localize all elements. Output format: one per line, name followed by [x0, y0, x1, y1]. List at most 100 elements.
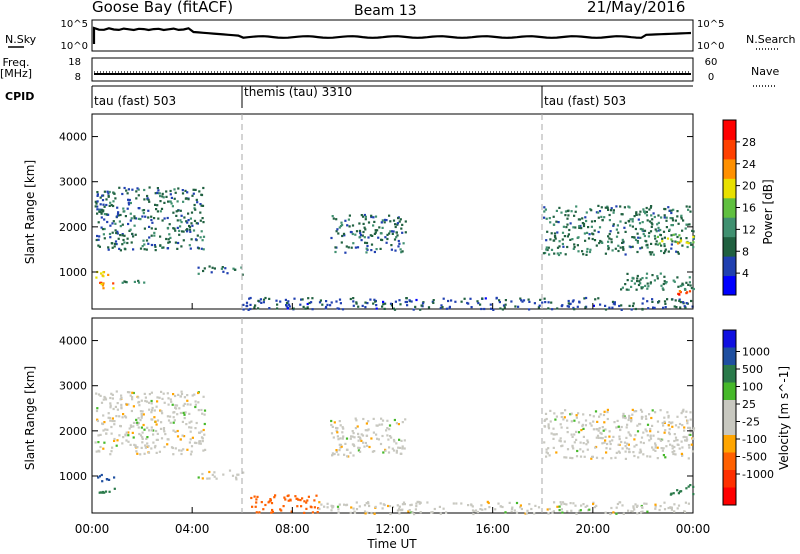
heatmap-cell	[664, 250, 667, 253]
heatmap-cell	[155, 208, 158, 211]
heatmap-cell	[173, 227, 176, 230]
heatmap-cell	[250, 496, 253, 500]
heatmap-cell	[251, 505, 254, 508]
heatmap-cell	[398, 299, 401, 302]
heatmap-cell	[404, 418, 407, 421]
heatmap-cell	[667, 424, 670, 427]
heatmap-cell	[566, 510, 569, 513]
heatmap-cell	[161, 192, 164, 195]
heatmap-cell	[296, 505, 299, 508]
heatmap-cell	[688, 446, 691, 449]
nsky-trace	[92, 26, 692, 44]
heatmap-cell	[618, 438, 621, 441]
heatmap-cell	[206, 477, 209, 480]
heatmap-cell	[687, 502, 690, 505]
heatmap-cell	[117, 211, 120, 214]
heatmap-cell	[146, 442, 149, 445]
heatmap-cell	[662, 282, 665, 286]
heatmap-cell	[99, 196, 102, 199]
heatmap-cell	[145, 437, 148, 440]
heatmap-cell	[156, 210, 159, 213]
heatmap-cell	[247, 308, 250, 311]
heatmap-cell	[135, 197, 138, 200]
heatmap-cell	[128, 229, 131, 232]
heatmap-cell	[146, 426, 149, 429]
heatmap-cell	[102, 271, 105, 274]
heatmap-cell	[154, 245, 157, 248]
heatmap-cell	[259, 298, 262, 301]
heatmap-cell	[176, 219, 179, 222]
heatmap-cell	[690, 287, 693, 290]
heatmap-cell	[100, 208, 103, 212]
heatmap-cell	[561, 242, 564, 246]
heatmap-cell	[672, 452, 675, 456]
heatmap-cell	[249, 307, 252, 311]
heatmap-cell	[628, 416, 631, 420]
freq-tick-bottom: 8	[75, 72, 81, 83]
heatmap-cell	[646, 246, 649, 249]
heatmap-cell	[303, 511, 306, 514]
heatmap-cell	[376, 437, 379, 440]
heatmap-cell	[675, 439, 678, 442]
heatmap-cell	[545, 451, 548, 454]
heatmap-cell	[137, 207, 140, 210]
heatmap-cell	[286, 307, 289, 310]
heatmap-cell	[410, 503, 413, 506]
heatmap-cell	[166, 216, 169, 220]
heatmap-cell	[155, 405, 158, 408]
heatmap-cell	[454, 300, 457, 303]
heatmap-cell	[556, 505, 559, 508]
heatmap-cell	[95, 238, 98, 242]
heatmap-cell	[575, 438, 578, 441]
heatmap-cell	[184, 189, 187, 192]
heatmap-cell	[174, 191, 177, 194]
heatmap-cell	[662, 424, 665, 427]
heatmap-cell	[201, 472, 204, 476]
colorbar-segment	[723, 178, 736, 199]
heatmap-cell	[541, 301, 544, 304]
heatmap-cell	[575, 205, 578, 208]
heatmap-cell	[630, 285, 633, 288]
heatmap-cell	[590, 220, 594, 223]
heatmap-cell	[513, 509, 516, 512]
heatmap-cell	[395, 451, 398, 454]
heatmap-cell	[143, 188, 146, 192]
heatmap-cell	[158, 396, 161, 399]
heatmap-cell	[553, 232, 557, 235]
heatmap-cell	[213, 475, 216, 478]
nsky-label: N.Sky	[5, 33, 37, 46]
heatmap-cell	[553, 412, 556, 415]
heatmap-cell	[620, 440, 623, 444]
heatmap-cell	[393, 418, 396, 422]
heatmap-cell	[96, 191, 99, 194]
heatmap-cell	[646, 510, 649, 513]
heatmap-cell	[633, 508, 636, 511]
heatmap-cell	[161, 246, 164, 249]
heatmap-cell	[305, 507, 308, 510]
heatmap-cell	[622, 512, 625, 515]
heatmap-cell	[132, 421, 136, 424]
cpid-mode-1: tau (fast) 503	[94, 94, 176, 108]
heatmap-cell	[371, 450, 374, 453]
heatmap-cell	[592, 420, 595, 423]
heatmap-cell	[287, 499, 290, 502]
heatmap-cell	[345, 504, 348, 507]
heatmap-cell	[645, 272, 649, 275]
heatmap-cell	[148, 393, 151, 396]
heatmap-cell	[660, 216, 663, 219]
heatmap-cell	[638, 280, 641, 283]
heatmap-cell	[354, 246, 357, 249]
heatmap-cell	[121, 233, 124, 236]
heatmap-cell	[197, 391, 200, 395]
nsky-tick-bottom: 10^0	[61, 41, 88, 52]
heatmap-cell	[619, 220, 622, 223]
heatmap-cell	[123, 241, 126, 244]
heatmap-cell	[627, 431, 630, 434]
heatmap-cell	[607, 248, 610, 251]
heatmap-cell	[597, 436, 600, 439]
heatmap-cell	[115, 243, 118, 246]
heatmap-cell	[654, 228, 657, 231]
heatmap-cell	[290, 510, 293, 513]
heatmap-cell	[175, 214, 178, 217]
